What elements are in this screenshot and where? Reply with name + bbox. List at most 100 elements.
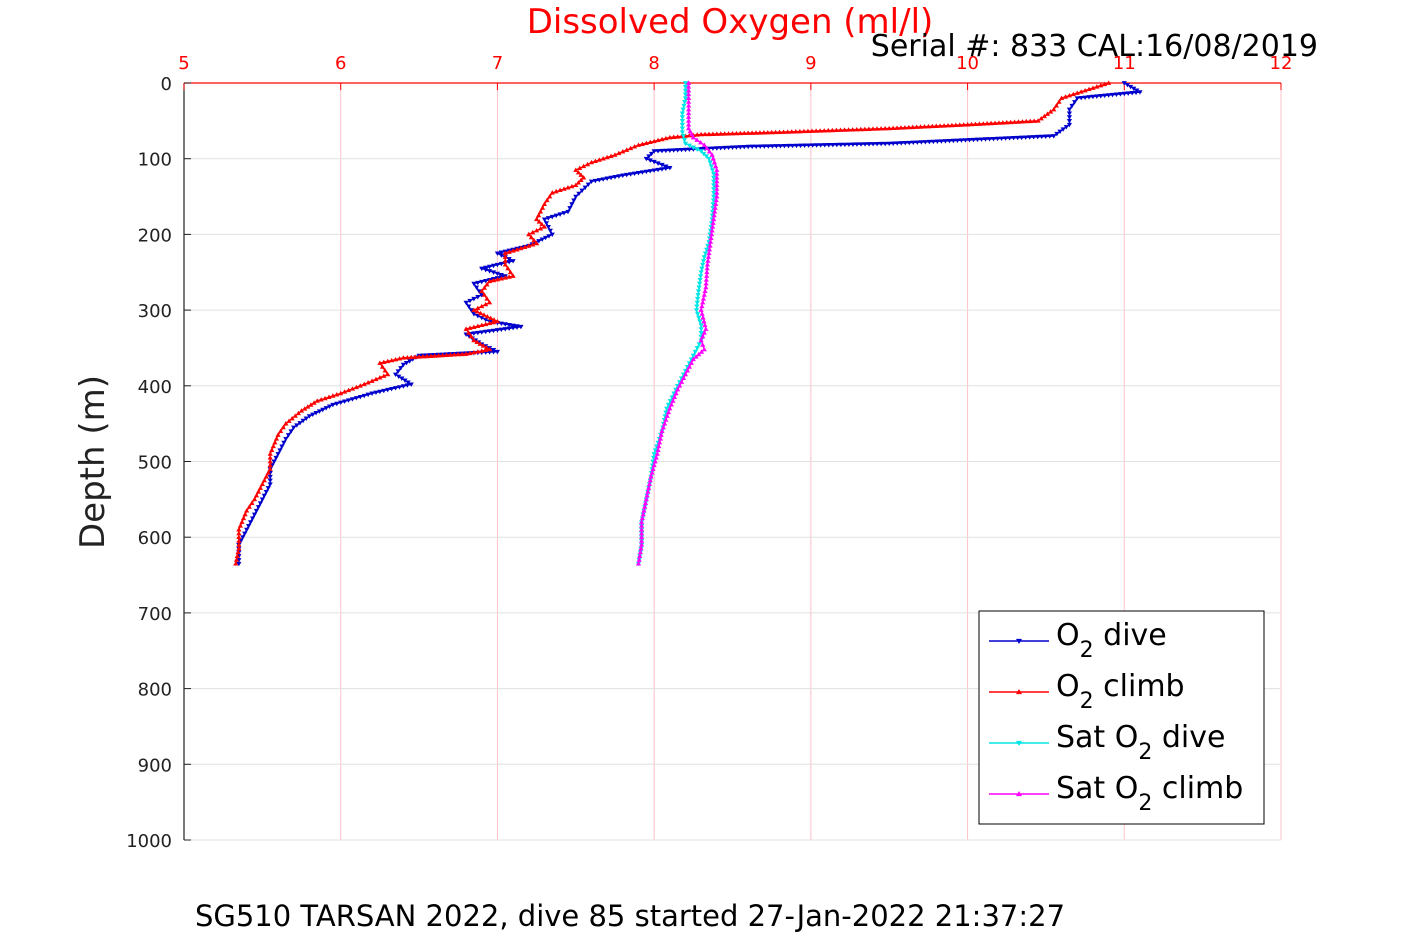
data-point (701, 330, 707, 335)
data-point (694, 300, 700, 306)
data-point (682, 147, 689, 153)
data-point (330, 393, 336, 398)
data-point (679, 130, 685, 135)
data-point (286, 418, 292, 423)
data-point (403, 360, 410, 366)
data-point (1125, 91, 1131, 96)
data-point (902, 141, 908, 146)
data-point (1057, 129, 1063, 135)
data-point (821, 128, 827, 133)
data-point (846, 142, 852, 148)
data-point (236, 527, 242, 532)
data-point (498, 261, 504, 267)
data-point (671, 148, 677, 153)
series-sat-o2-climb (635, 80, 720, 566)
data-point (471, 296, 477, 302)
data-point (385, 371, 391, 377)
data-point (275, 452, 281, 457)
data-point (407, 359, 413, 364)
data-point (1066, 107, 1073, 113)
data-point (486, 264, 493, 270)
legend-marker (1016, 638, 1022, 644)
data-point (663, 410, 669, 415)
y-tick-label: 800 (138, 680, 172, 701)
data-point (682, 92, 689, 97)
data-point (679, 126, 685, 132)
data-point (643, 169, 649, 175)
legend-item: O2 dive (989, 618, 1167, 663)
data-point (711, 187, 717, 192)
data-point (665, 409, 672, 415)
data-point (581, 163, 587, 169)
series-o2-climb (233, 80, 1112, 566)
data-point (686, 106, 692, 112)
data-point (709, 231, 715, 237)
data-point (862, 142, 868, 147)
data-point (658, 432, 664, 437)
data-point (1031, 118, 1037, 123)
data-point (1094, 84, 1100, 89)
data-point (1011, 136, 1017, 141)
data-point (776, 129, 783, 135)
data-point (639, 527, 645, 532)
data-point (536, 239, 542, 244)
data-point (345, 398, 352, 403)
data-point (639, 519, 645, 524)
data-point (870, 126, 876, 131)
data-point (330, 402, 336, 408)
data-point (918, 140, 924, 145)
data-point (703, 284, 709, 290)
data-point (946, 138, 953, 144)
data-point (539, 221, 545, 227)
data-point (253, 492, 260, 498)
data-point (772, 129, 779, 135)
data-point (910, 140, 916, 146)
legend-marker (1016, 689, 1022, 695)
data-point (1137, 90, 1143, 95)
data-point (659, 167, 665, 172)
data-point (1121, 81, 1127, 86)
series-o2-dive (236, 81, 1143, 567)
data-point (690, 353, 696, 359)
chart-subtitle: Serial #: 833 CAL:16/08/2019 (871, 29, 1318, 64)
data-point (647, 169, 653, 174)
data-point (695, 296, 701, 302)
data-point (240, 515, 247, 521)
data-point (439, 352, 446, 358)
y-tick-label: 500 (138, 453, 172, 474)
data-point (718, 131, 724, 136)
data-point (1023, 118, 1029, 124)
data-point (1038, 115, 1044, 121)
data-point (510, 259, 516, 264)
data-point (982, 137, 989, 142)
data-point (703, 326, 709, 331)
data-point (1102, 81, 1108, 87)
data-point (650, 466, 656, 471)
data-point (659, 148, 665, 154)
data-point (1051, 134, 1057, 139)
data-point (531, 237, 537, 243)
data-point (1098, 94, 1104, 99)
data-point (494, 349, 501, 355)
data-point (353, 396, 359, 401)
data-point (338, 390, 344, 396)
data-point (1027, 118, 1033, 124)
data-point (972, 121, 979, 127)
data-point (334, 401, 340, 407)
data-point (668, 402, 674, 407)
data-point (958, 138, 965, 143)
data-point (698, 327, 704, 332)
data-point (305, 404, 311, 409)
data-point (259, 481, 265, 487)
data-point (713, 201, 719, 206)
data-point (988, 120, 994, 126)
data-point (733, 145, 740, 150)
y-axis-label: Depth (m) (73, 375, 113, 549)
data-point (420, 354, 426, 359)
data-point (510, 273, 516, 278)
data-point (471, 337, 477, 343)
data-point (793, 143, 800, 149)
data-point (428, 353, 434, 358)
data-point (700, 342, 706, 347)
data-point (1063, 125, 1069, 130)
